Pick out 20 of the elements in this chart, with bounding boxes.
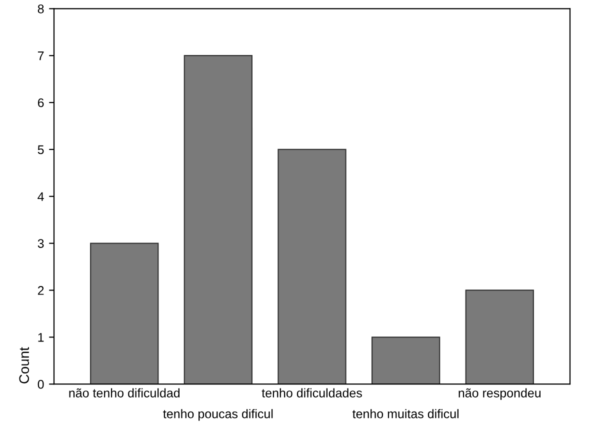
y-tick-label: 3 bbox=[38, 239, 44, 248]
y-axis-title: Count bbox=[19, 347, 30, 384]
y-tick-label: 5 bbox=[38, 145, 44, 154]
y-tick-label: 1 bbox=[38, 333, 44, 342]
x-tick-label: tenho dificuldades bbox=[262, 388, 362, 398]
y-tick-label: 6 bbox=[38, 98, 44, 108]
y-tick-label: 7 bbox=[38, 52, 44, 60]
x-tick-label: não respondeu bbox=[458, 388, 541, 400]
x-tick-label: não tenho dificuldad bbox=[69, 388, 180, 398]
bar bbox=[278, 148, 346, 384]
bar bbox=[184, 55, 253, 384]
bar bbox=[465, 290, 534, 384]
x-tick-label: tenho poucas dificul bbox=[163, 409, 273, 421]
bar bbox=[90, 242, 159, 384]
y-tick-label: 8 bbox=[38, 4, 44, 14]
y-tick-label: 4 bbox=[38, 192, 44, 201]
y-tick-label: 0 bbox=[38, 380, 44, 389]
y-tick-label: 2 bbox=[38, 286, 44, 295]
x-tick-label: tenho muitas dificul bbox=[352, 409, 458, 418]
bar bbox=[371, 336, 440, 384]
